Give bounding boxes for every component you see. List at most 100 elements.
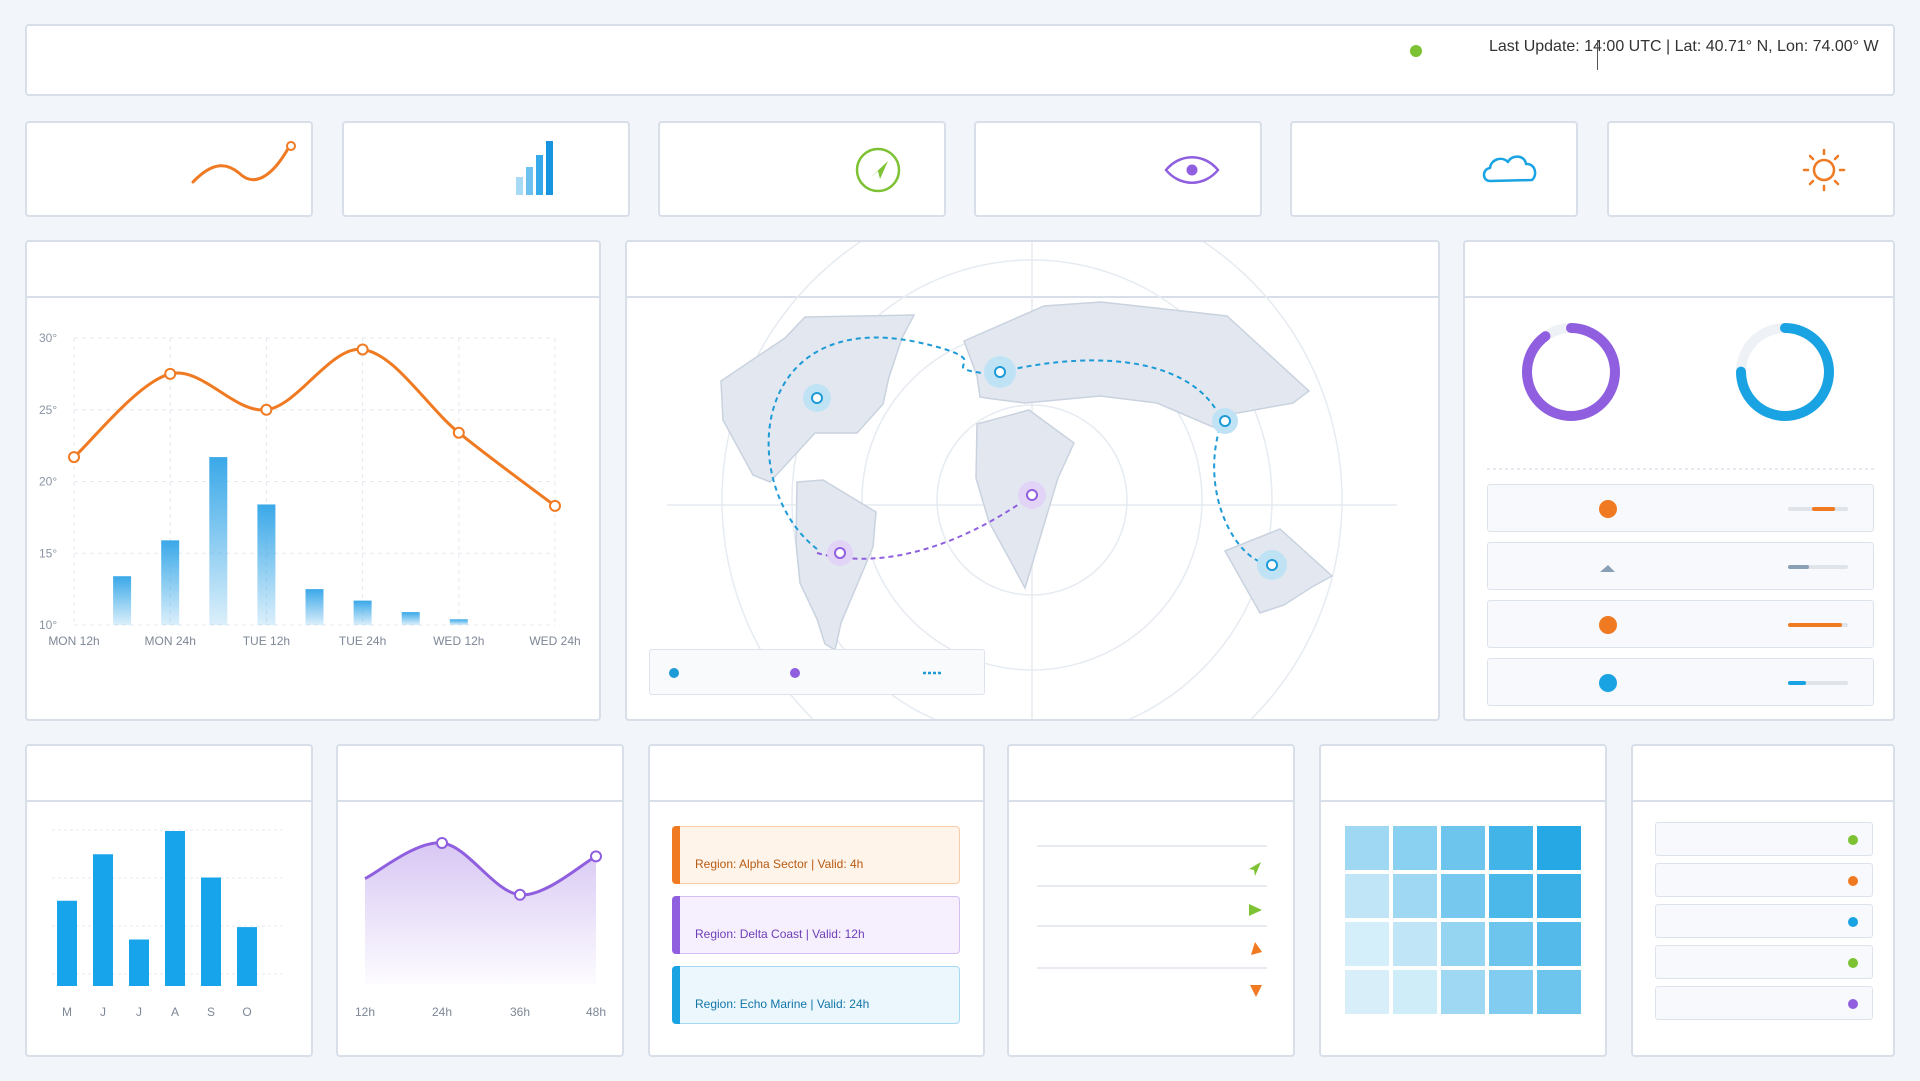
temperature-point [164, 367, 177, 380]
heatmap-cell [1537, 826, 1581, 870]
forecast-x-label: 12h [355, 1005, 375, 1019]
station-row[interactable] [1655, 904, 1873, 938]
forecast-point [436, 837, 448, 849]
temperature-line [73, 347, 556, 508]
forecast-x-label: 48h [586, 1005, 606, 1019]
month-label: M [62, 1005, 72, 1019]
summary-card-sun[interactable] [1607, 121, 1895, 217]
temperature-bar [257, 504, 276, 625]
orange-dot-icon [1599, 616, 1617, 634]
wind-panel [1007, 744, 1295, 1057]
status-indicator-dot [1410, 45, 1422, 57]
station-row[interactable] [1655, 863, 1873, 897]
compass-icon [855, 147, 901, 193]
panel-header [1633, 746, 1893, 802]
station-row[interactable] [1655, 945, 1873, 979]
heatmap-cell [1393, 874, 1437, 918]
station-list-panel [1631, 744, 1895, 1057]
y-tick-label: 10° [39, 618, 57, 632]
station-status-dot-icon [1848, 835, 1858, 845]
heatmap-panel [1319, 744, 1607, 1057]
map-canvas [667, 242, 1397, 719]
level-fill [1788, 681, 1806, 685]
heatmap-cell [1441, 874, 1485, 918]
heatmap-cell [1489, 922, 1533, 966]
station-status-dot-icon [1848, 876, 1858, 886]
temperature-point [549, 499, 561, 512]
gauge-row[interactable] [1487, 658, 1874, 706]
temperature-bar [113, 576, 132, 625]
level-fill [1788, 565, 1809, 569]
summary-card-cloud[interactable] [1290, 121, 1578, 217]
alert-item[interactable]: Region: Alpha Sector | Valid: 4h [672, 826, 960, 884]
panel-header [338, 746, 622, 802]
month-label: S [207, 1005, 215, 1019]
month-label: J [100, 1005, 106, 1019]
heatmap-cell [1537, 922, 1581, 966]
station-row[interactable] [1655, 822, 1873, 856]
month-label: O [242, 1005, 251, 1019]
panel-header [1465, 242, 1893, 298]
heatmap-cell [1393, 970, 1437, 1014]
summary-card-signal[interactable] [342, 121, 630, 217]
heatmap-cell [1441, 970, 1485, 1014]
alerts-panel: Region: Alpha Sector | Valid: 4h Region: … [648, 744, 985, 1057]
legend-blue-dot-icon [669, 668, 679, 678]
legend-purple-dot-icon [790, 668, 800, 678]
heatmap-cell [1393, 826, 1437, 870]
text-cursor [1597, 40, 1598, 70]
gauge-row[interactable] [1487, 600, 1874, 648]
map-markers [803, 356, 1287, 580]
x-tick-label: WED 24h [529, 634, 580, 648]
temperature-bar [449, 619, 468, 625]
summary-card-visibility[interactable] [974, 121, 1262, 217]
forecast-x-label: 24h [432, 1005, 452, 1019]
panel-header [27, 746, 311, 802]
signal-bars-icon [516, 141, 553, 195]
map-legend-items [669, 668, 943, 678]
gauge-row[interactable] [1487, 484, 1874, 532]
month-bar [165, 831, 185, 986]
arrow-southwest-icon [1251, 942, 1262, 955]
gauges-panel [1463, 240, 1895, 721]
alert-item[interactable]: Region: Delta Coast | Valid: 12h [672, 896, 960, 954]
heatmap-cell [1441, 922, 1485, 966]
trend-line-icon [191, 141, 296, 184]
cloud-icon [1482, 155, 1537, 183]
map-panel[interactable] [625, 240, 1440, 721]
heatmap-cell [1489, 874, 1533, 918]
y-tick-label: 30° [39, 331, 57, 345]
temperature-point [356, 343, 369, 356]
arrow-south-icon [1250, 985, 1262, 997]
y-tick-label: 15° [39, 546, 57, 560]
summary-card-compass[interactable] [658, 121, 946, 217]
forecast-x-label: 36h [510, 1005, 530, 1019]
summary-card-trend[interactable] [25, 121, 313, 217]
gauge-row[interactable] [1487, 542, 1874, 590]
temperature-chart-panel: 30° 25° 20° 15° 10° MON 12h MON 24h TUE 12h TUE … [25, 240, 601, 721]
panel-header [650, 746, 983, 802]
gauges [1487, 323, 1875, 470]
alert-severity-bar [672, 966, 680, 1024]
x-tick-label: MON 24h [145, 634, 196, 648]
temperature-bar [161, 540, 180, 625]
gauge-ring [1736, 323, 1834, 421]
level-fill [1812, 507, 1836, 511]
temperature-bar [353, 600, 372, 625]
station-status-dot-icon [1848, 917, 1858, 927]
gauge-ring [1522, 323, 1620, 421]
heatmap-cell [1489, 826, 1533, 870]
x-tick-label: TUE 12h [243, 634, 290, 648]
heatmap-cell [1393, 922, 1437, 966]
status-bar: Last Update: 14:00 UTC | Lat: 40.71° N, … [25, 24, 1895, 96]
forecast-area-panel: 12h 24h 36h 48h [336, 744, 624, 1057]
eye-icon [1164, 156, 1220, 184]
y-tick-label: 25° [39, 403, 57, 417]
x-tick-label: WED 12h [433, 634, 484, 648]
panel-header [1009, 746, 1293, 802]
alert-item[interactable]: Region: Echo Marine | Valid: 24h [672, 966, 960, 1024]
station-row[interactable] [1655, 986, 1873, 1020]
forecast-area-chart: 12h 24h 36h 48h [355, 837, 606, 1019]
triangle-icon [1600, 565, 1615, 572]
